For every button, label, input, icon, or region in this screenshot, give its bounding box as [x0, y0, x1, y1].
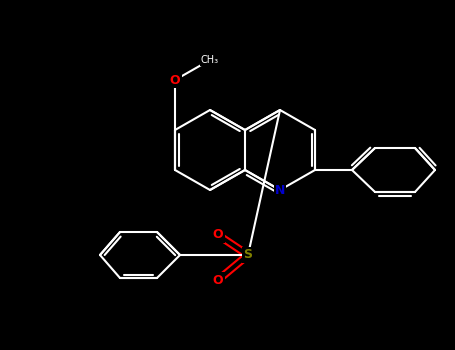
Text: O: O — [170, 74, 180, 86]
Text: N: N — [275, 183, 285, 196]
Text: S: S — [243, 248, 253, 261]
Text: CH₃: CH₃ — [201, 55, 219, 65]
Text: O: O — [212, 273, 223, 287]
Text: O: O — [212, 229, 223, 241]
